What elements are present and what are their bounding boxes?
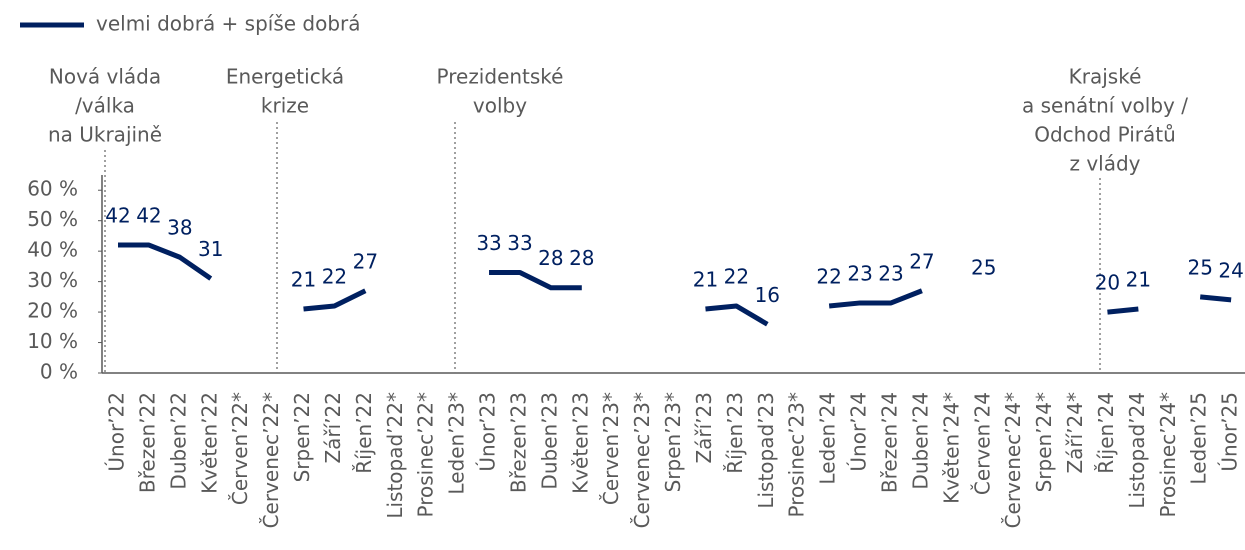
y-tick-label: 50 % <box>27 207 78 231</box>
x-tick-label: Únor’22 <box>105 392 129 472</box>
annotation: Nová vláda <box>49 65 161 89</box>
data-label: 21 <box>1126 268 1151 292</box>
x-tick-label: Říjen’24 <box>1094 392 1118 474</box>
x-tick-label: Červen’22* <box>228 392 252 505</box>
data-label: 28 <box>538 246 563 270</box>
data-label: 28 <box>569 246 594 270</box>
y-tick-label: 40 % <box>27 238 78 262</box>
x-tick-label: Červenec’22* <box>259 392 283 528</box>
legend-label: velmi dobrá + spíše dobrá <box>96 12 361 36</box>
x-tick-label: Prosinec’24* <box>1156 392 1180 518</box>
data-label: 16 <box>755 283 780 307</box>
x-tick-label: Srpen’24* <box>1032 392 1056 492</box>
x-tick-label: Únor’24 <box>847 392 871 472</box>
data-label: 23 <box>878 261 903 285</box>
data-label: 33 <box>476 231 501 255</box>
x-tick-label: Duben’23 <box>537 392 561 490</box>
data-label: 42 <box>105 204 130 228</box>
x-tick-label: Srpen’22 <box>290 392 314 482</box>
x-tick-label: Květen’23 <box>568 392 592 494</box>
y-tick-label: 0 % <box>40 360 78 384</box>
x-tick-label: Leden’23* <box>445 392 469 495</box>
x-tick-label: Prosinec’23* <box>785 392 809 518</box>
data-label: 25 <box>971 255 996 279</box>
x-tick-label: Březen’24 <box>878 392 902 493</box>
x-tick-label: Listopad’22* <box>383 392 407 519</box>
x-tick-label: Březen’23 <box>506 392 530 493</box>
annotation: volby <box>473 94 527 118</box>
x-tick-label: Leden’24 <box>816 392 840 485</box>
x-tick-label: Červenec’23* <box>630 392 654 528</box>
data-label: 22 <box>724 264 749 288</box>
data-label: 42 <box>136 204 161 228</box>
y-tick-label: 60 % <box>27 177 78 201</box>
y-tick-label: 30 % <box>27 268 78 292</box>
data-label: 21 <box>291 268 316 292</box>
data-label: 23 <box>847 261 872 285</box>
x-tick-label: Říjen’22 <box>352 392 376 474</box>
x-tick-label: Září’23 <box>692 392 716 464</box>
annotation: z vlády <box>1069 152 1140 176</box>
data-label: 27 <box>353 249 378 273</box>
data-label: 24 <box>1218 258 1243 282</box>
annotation: krize <box>261 94 309 118</box>
x-tick-label: Červen’24 <box>970 392 994 495</box>
x-tick-label: Duben’24 <box>908 392 932 490</box>
x-tick-label: Únor’23 <box>476 392 500 472</box>
y-tick-label: 10 % <box>27 329 78 353</box>
y-tick-label: 20 % <box>27 299 78 323</box>
data-label: 22 <box>322 264 347 288</box>
x-tick-label: Červenec’24* <box>1001 392 1025 528</box>
x-tick-label: Květen’24* <box>939 392 963 504</box>
annotation: Prezidentské <box>437 65 564 89</box>
annotation: Krajské <box>1069 65 1142 89</box>
annotation: /válka <box>75 94 135 118</box>
data-label: 22 <box>816 264 841 288</box>
x-tick-label: Srpen’23* <box>661 392 685 492</box>
x-tick-label: Listopad’24 <box>1125 392 1149 509</box>
x-tick-label: Prosinec’22* <box>414 392 438 518</box>
data-label: 38 <box>167 216 192 240</box>
series-line <box>118 242 1232 327</box>
x-tick-label: Říjen’23 <box>723 392 747 474</box>
x-tick-label: Březen’22 <box>135 392 159 493</box>
annotation: Odchod Pirátů <box>1034 123 1176 147</box>
data-label: 21 <box>693 268 718 292</box>
annotation: a senátní volby / <box>1022 94 1188 118</box>
x-tick-label: Září’22 <box>321 392 345 464</box>
x-tick-label: Září’24* <box>1063 392 1087 474</box>
x-tick-label: Květen’22 <box>197 392 221 494</box>
x-tick-label: Červen’23* <box>599 392 623 505</box>
data-label: 20 <box>1095 271 1120 295</box>
data-label: 31 <box>198 237 223 261</box>
x-tick-label: Únor’25 <box>1218 392 1242 472</box>
annotation: Energetická <box>226 65 344 89</box>
x-tick-label: Leden’25 <box>1187 392 1211 485</box>
annotation: na Ukrajině <box>48 123 162 147</box>
x-tick-label: Duben’22 <box>166 392 190 490</box>
data-label: 33 <box>507 231 532 255</box>
data-label: 25 <box>1187 255 1212 279</box>
data-label: 27 <box>909 249 934 273</box>
x-tick-label: Listopad’23 <box>754 392 778 509</box>
